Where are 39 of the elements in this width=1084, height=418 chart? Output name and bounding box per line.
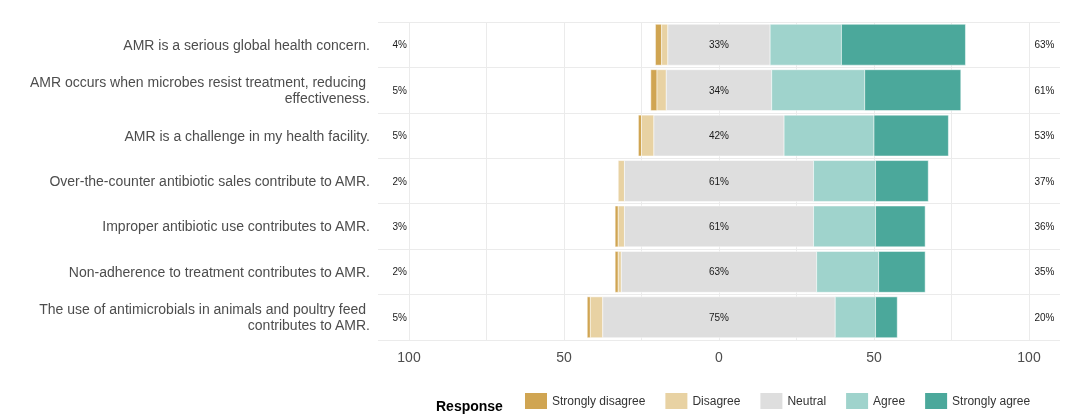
x-tick-label: 50 bbox=[556, 349, 572, 365]
data-label: 75% bbox=[708, 311, 730, 323]
annotation: 20% bbox=[1034, 311, 1055, 323]
annotation: 37% bbox=[1034, 175, 1055, 187]
x-tick-label: 0 bbox=[715, 349, 724, 365]
data-label: 34% bbox=[708, 84, 730, 96]
annotation: 61% bbox=[1034, 84, 1055, 96]
x-tick-label: 100 bbox=[397, 349, 421, 365]
data-label: 33% bbox=[708, 39, 730, 51]
x-tick-label: 50 bbox=[866, 349, 882, 365]
annotation: 2% bbox=[392, 175, 408, 187]
legend-label: Neutral bbox=[787, 394, 827, 408]
y-tick-label: Non-adherence to treatment contributes to AMR. bbox=[68, 263, 370, 280]
y-tick-label: Over-the-counter antibiotic sales contribute to AMR. bbox=[49, 173, 370, 189]
x-tick-label: 100 bbox=[1017, 349, 1041, 365]
y-tick-label: AMR is a serious global health concern. bbox=[123, 36, 370, 53]
annotation: 5% bbox=[392, 84, 408, 96]
annotation: 63% bbox=[1034, 39, 1055, 51]
annotation: 36% bbox=[1034, 220, 1055, 232]
legend-label: Strongly agree bbox=[952, 394, 1031, 408]
legend-label: Disagree bbox=[692, 394, 741, 408]
y-tick-label: Improper antibiotic use contributes to AMR. bbox=[102, 218, 370, 235]
y-tick-label: The use of antimicrobials in animals and poultry feed contributes to AMR. bbox=[39, 301, 370, 334]
annotation: 3% bbox=[392, 220, 408, 232]
data-label: 42% bbox=[708, 130, 730, 142]
annotation: 5% bbox=[392, 311, 408, 323]
y-tick-label: AMR is a challenge in my health facility. bbox=[124, 127, 370, 144]
data-label: 61% bbox=[708, 220, 730, 232]
annotation: 4% bbox=[392, 39, 408, 51]
annotation: 35% bbox=[1034, 266, 1055, 278]
legend-label: Strongly disagree bbox=[552, 394, 646, 408]
data-label: 61% bbox=[708, 175, 730, 187]
data-label: 63% bbox=[708, 266, 730, 278]
legend-label: Agree bbox=[873, 394, 906, 408]
annotation: 53% bbox=[1034, 130, 1055, 142]
annotation: 2% bbox=[392, 266, 408, 278]
y-tick-label: AMR occurs when microbes resist treatment, reducing effectiveness. bbox=[29, 74, 370, 107]
legend-title: Response bbox=[436, 398, 504, 414]
annotation: 5% bbox=[392, 130, 408, 142]
